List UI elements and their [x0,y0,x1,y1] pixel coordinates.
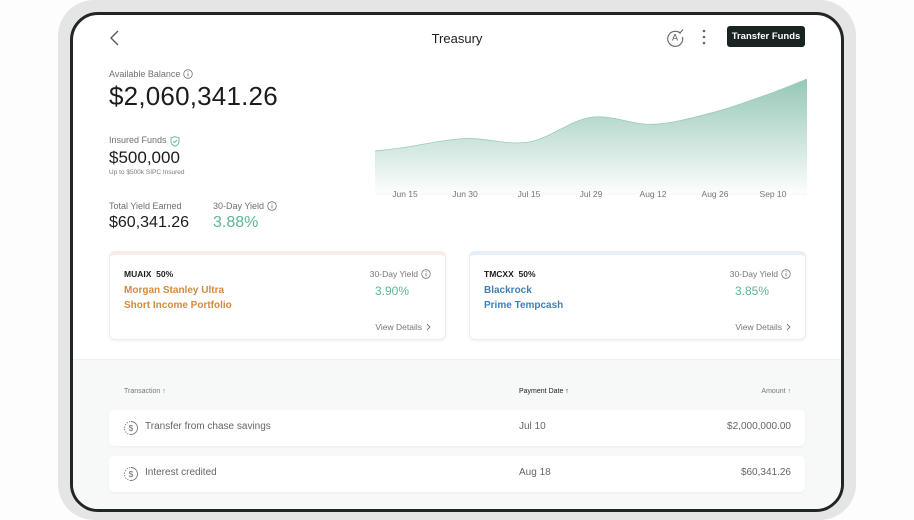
view-details-link[interactable]: View Details [375,322,431,332]
info-icon[interactable] [781,269,791,279]
insured-funds: Insured Funds $500,000 Up to $500k SIPC … [109,132,185,177]
info-icon[interactable] [267,201,277,211]
dollar-cycle-icon: $ [124,421,138,435]
total-yield-label: Total Yield Earned [109,201,182,211]
available-balance-label: Available Balance [109,69,181,79]
insured-funds-label: Insured Funds [109,134,167,145]
table-row[interactable]: $ Transfer from chase savings Jul 10 $2,… [109,410,805,446]
insured-funds-subtext: Up to $500k SIPC Insured [109,169,185,176]
fund-yield-label: 30-Day Yield [730,269,791,279]
chart-line [375,78,807,152]
transfer-funds-button[interactable]: Transfer Funds [727,26,805,47]
fund-card-tmcxx[interactable]: TMCXX 50% Blackrock Prime Tempcash 30-Da… [469,251,806,340]
available-balance-value: $2,060,341.26 [109,81,278,111]
total-yield-value: $60,341.26 [109,214,190,231]
column-header-payment-date[interactable]: Payment Date ↑ [519,388,569,395]
svg-text:$: $ [129,470,134,479]
balance-area-chart [375,78,807,195]
total-yield-earned: Total Yield Earned $60,341.26 [109,201,189,232]
transaction-description: Transfer from chase savings [145,421,271,432]
x-tick-label: Jul 29 [579,189,603,199]
transaction-description: Interest credited [145,467,217,478]
thirty-day-yield-label: 30-Day Yield [213,201,265,211]
fund-name: Morgan Stanley Ultra Short Income Portfo… [124,285,232,311]
transaction-amount: $60,341.26 [740,467,791,478]
shield-check-icon [170,136,179,147]
x-tick-label: Sep 10 [759,189,787,199]
info-icon[interactable] [183,69,194,79]
column-header-transaction[interactable]: Transaction ↑ [124,388,166,395]
x-tick-label: Jul 15 [517,189,541,199]
more-vertical-icon[interactable] [701,28,707,46]
autopay-icon[interactable]: A [665,27,685,47]
device-screen: Treasury A Transfer Funds Available Bala… [70,12,844,512]
table-row[interactable]: $ Interest credited Aug 18 $60,341.26 [109,456,805,492]
transaction-date: Jul 10 [519,421,546,432]
fund-yield-label: 30-Day Yield [370,269,431,279]
chevron-right-icon [426,323,431,331]
transactions-section: Transaction ↑ Payment Date ↑ Amount ↑ $ … [73,359,841,509]
chart-x-axis: Jun 15 Jun 30 Jul 15 Jul 29 Aug 12 Aug 26 Sep … [375,189,807,203]
svg-text:A: A [672,33,678,43]
chevron-right-icon [786,323,791,331]
fund-name: Blackrock Prime Tempcash [484,285,564,311]
available-balance: Available Balance $2,060,341.26 [109,69,278,112]
insured-funds-value: $500,000 [109,148,180,167]
chevron-left-icon[interactable] [107,28,123,48]
thirty-day-yield: 30-Day Yield 3.88% [213,201,277,232]
x-tick-label: Aug 26 [701,189,729,199]
svg-text:$: $ [129,424,134,433]
page-title: Treasury [431,31,483,46]
fund-ticker: TMCXX 50% [484,269,536,279]
top-bar: Treasury A Transfer Funds [73,15,841,61]
column-header-amount[interactable]: Amount ↑ [761,388,791,395]
fund-ticker: MUAIX 50% [124,269,174,279]
fund-card-muaix[interactable]: MUAIX 50% Morgan Stanley Ultra Short Inc… [109,251,446,340]
x-tick-label: Jun 15 [392,189,418,199]
dollar-cycle-icon: $ [124,467,138,481]
x-tick-label: Jun 30 [452,189,478,199]
thirty-day-yield-value: 3.88% [213,214,259,231]
transaction-date: Aug 18 [519,467,551,478]
x-tick-label: Aug 12 [639,189,667,199]
fund-yield-value: 3.90% [374,284,409,298]
transaction-amount: $2,000,000.00 [727,421,791,432]
fund-yield-value: 3.85% [734,284,769,298]
chart-area [375,79,807,193]
view-details-link[interactable]: View Details [735,322,791,332]
info-icon[interactable] [421,269,431,279]
